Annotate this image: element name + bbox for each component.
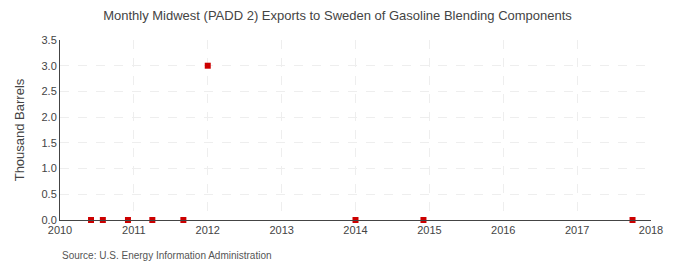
svg-text:2017: 2017	[565, 224, 589, 236]
svg-text:2018: 2018	[639, 224, 663, 236]
svg-text:Source: U.S. Energy Informatio: Source: U.S. Energy Information Administ…	[62, 250, 272, 261]
svg-text:3.0: 3.0	[42, 60, 57, 72]
svg-text:2.0: 2.0	[42, 111, 57, 123]
svg-text:2015: 2015	[417, 224, 441, 236]
svg-text:2016: 2016	[491, 224, 515, 236]
svg-text:1.5: 1.5	[42, 137, 57, 149]
svg-text:2010: 2010	[48, 224, 72, 236]
svg-text:1.0: 1.0	[42, 162, 57, 174]
svg-text:2011: 2011	[122, 224, 146, 236]
svg-text:2013: 2013	[269, 224, 293, 236]
svg-text:3.5: 3.5	[42, 34, 57, 46]
svg-text:2.5: 2.5	[42, 85, 57, 97]
svg-text:0.5: 0.5	[42, 188, 57, 200]
svg-text:2014: 2014	[343, 224, 367, 236]
svg-text:2012: 2012	[196, 224, 220, 236]
svg-text:0.0: 0.0	[42, 214, 57, 226]
svg-text:Monthly Midwest (PADD 2) Expor: Monthly Midwest (PADD 2) Exports to Swed…	[103, 8, 572, 23]
svg-text:Thousand Barrels: Thousand Barrels	[12, 78, 27, 181]
